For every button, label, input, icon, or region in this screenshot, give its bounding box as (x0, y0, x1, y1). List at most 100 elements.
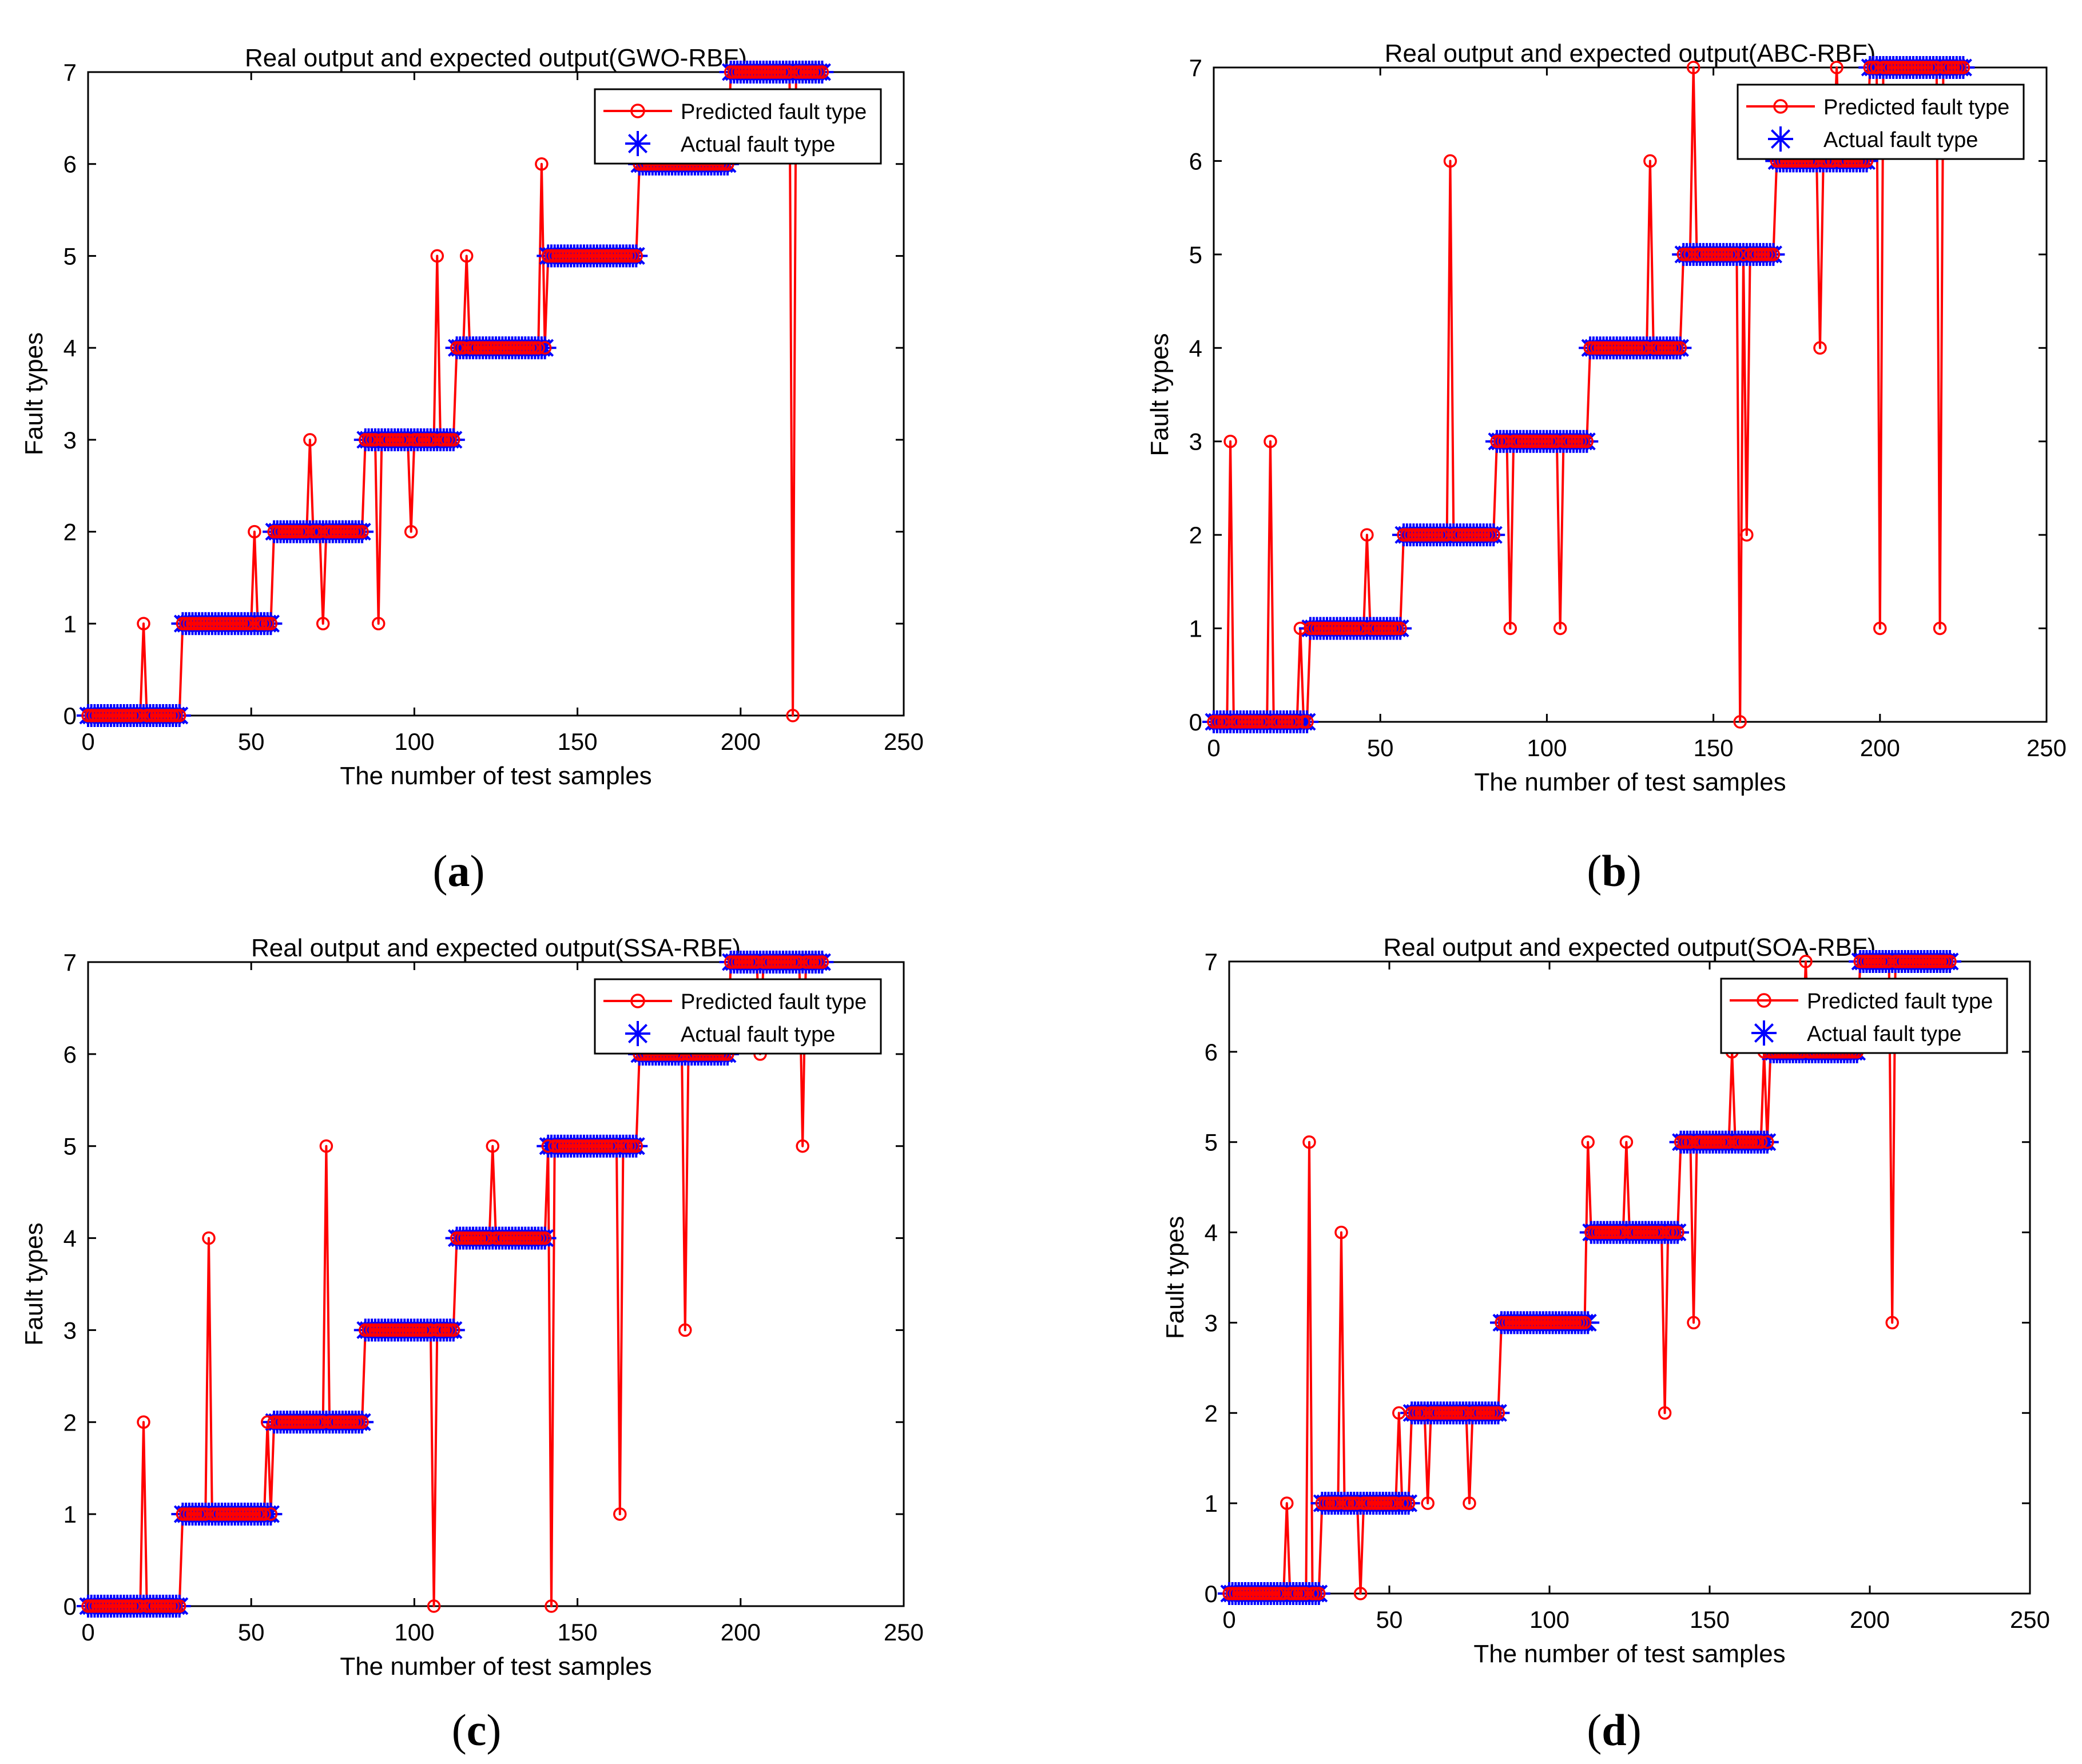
predicted-point (1331, 1496, 1345, 1510)
predicted-point (1350, 1496, 1364, 1510)
predicted-point (1491, 1406, 1505, 1420)
predicted-point (1799, 955, 1813, 968)
predicted-point (427, 433, 441, 447)
predicted-point (1463, 1496, 1476, 1510)
predicted-point (459, 249, 474, 263)
legend: Predicted fault type Actual fault type (594, 88, 882, 165)
predicted-point (1440, 528, 1454, 542)
predicted-point (1293, 621, 1308, 635)
panel-label-d: (d) (1587, 1705, 1642, 1755)
predicted-point (1280, 1496, 1294, 1510)
x-tick-label: 150 (1694, 734, 1734, 761)
predicted-point (1392, 1406, 1406, 1420)
x-tick-label: 50 (238, 728, 265, 755)
y-tick-label: 4 (63, 335, 77, 361)
chart-title: Real output and expected output(ABC-RBF) (1385, 39, 1876, 67)
chart-title: Real output and expected output(GWO-RBF) (245, 44, 747, 72)
x-tick-label: 250 (2027, 734, 2067, 761)
x-tick-label: 150 (558, 1619, 598, 1646)
x-axis-label: The number of test samples (340, 1652, 651, 1680)
chart-panel-3: 0 50 100 150 200 250 0 1 2 3 4 5 6 7 Real output and e… (20, 934, 924, 1680)
y-axis-label: Fault types (20, 332, 48, 455)
legend: Predicted fault type Actual fault type (1720, 978, 2008, 1054)
legend: Predicted fault type Actual fault type (594, 978, 882, 1055)
y-tick-label: 0 (1205, 1580, 1218, 1607)
predicted-point (486, 1139, 500, 1153)
x-tick-label: 250 (884, 1619, 924, 1646)
predicted-point (424, 1323, 438, 1337)
y-tick-label: 5 (63, 1133, 77, 1160)
predicted-point (1220, 715, 1234, 729)
predicted-point (1581, 1135, 1595, 1149)
predicted-point (1933, 621, 1947, 635)
predicted-point (1459, 1406, 1473, 1420)
predicted-series (1207, 61, 1970, 729)
predicted-point (316, 617, 330, 631)
predicted-series (81, 65, 829, 722)
chart-title: Real output and expected output(SSA-RBF) (251, 934, 741, 962)
predicted-point (1263, 434, 1277, 448)
predicted-point (1421, 1496, 1435, 1510)
predicted-point (1260, 715, 1274, 729)
predicted-point (260, 1415, 275, 1429)
predicted-point (1401, 1496, 1416, 1510)
legend-predicted-marker (1757, 993, 1771, 1008)
x-tick-label: 200 (721, 1619, 761, 1646)
predicted-point (257, 1507, 271, 1521)
predicted-point (447, 1323, 460, 1337)
y-tick-label: 7 (63, 59, 77, 86)
predicted-point (404, 525, 418, 539)
y-tick-label: 3 (1189, 428, 1202, 455)
predicted-point (1673, 341, 1687, 355)
predicted-point (137, 617, 150, 631)
predicted-point (198, 1507, 213, 1521)
y-tick-label: 0 (63, 1593, 77, 1620)
y-tick-label: 1 (1205, 1490, 1218, 1517)
x-tick-label: 250 (884, 728, 924, 755)
predicted-point (1277, 1587, 1290, 1600)
predicted-point (264, 1507, 278, 1521)
y-tick-label: 4 (1205, 1219, 1218, 1246)
predicted-point (1930, 61, 1944, 74)
x-tick-label: 50 (1367, 734, 1394, 761)
predicted-point (313, 525, 327, 539)
predicted-point (535, 157, 549, 171)
predicted-point (1417, 1406, 1432, 1420)
predicted-point (401, 433, 415, 447)
y-tick-label: 3 (63, 427, 77, 454)
y-tick-label: 1 (1189, 615, 1202, 642)
x-tick-label: 0 (1207, 734, 1220, 761)
legend-actual-marker (625, 131, 650, 156)
predicted-point (1740, 528, 1754, 542)
y-tick-label: 2 (63, 519, 77, 546)
predicted-point (244, 617, 258, 631)
legend-box (594, 978, 882, 1055)
y-tick-label: 0 (63, 702, 77, 729)
predicted-point (1312, 1587, 1326, 1600)
legend-predicted-marker (1773, 99, 1788, 114)
plot-area (1228, 960, 2031, 1595)
plot-area (87, 71, 905, 717)
chart-panel-4: 0 50 100 150 200 250 0 1 2 3 4 5 6 7 Real output and e… (1161, 933, 2050, 1668)
predicted-point (133, 709, 148, 722)
predicted-point (1357, 621, 1370, 635)
legend-box (1737, 84, 2025, 160)
legend-actual-marker (625, 1021, 650, 1046)
predicted-point (355, 525, 369, 539)
y-tick-label: 5 (1189, 241, 1202, 268)
predicted-point (427, 1599, 441, 1613)
y-tick-label: 6 (1205, 1039, 1218, 1066)
predicted-point (1550, 434, 1564, 448)
predicted-point (1761, 1135, 1774, 1149)
y-tick-label: 4 (63, 1225, 77, 1252)
predicted-point (1503, 621, 1517, 635)
chart-title: Real output and expected output(SOA-RBF) (1384, 933, 1876, 962)
predicted-point (1553, 621, 1567, 635)
legend-actual-label: Actual fault type (681, 133, 835, 157)
predicted-point (1658, 1406, 1672, 1420)
y-tick-label: 2 (63, 1409, 77, 1436)
x-tick-label: 0 (1222, 1606, 1235, 1633)
y-tick-label: 5 (1205, 1129, 1218, 1156)
predicted-point (1683, 1135, 1698, 1149)
y-tick-label: 6 (63, 1041, 77, 1068)
